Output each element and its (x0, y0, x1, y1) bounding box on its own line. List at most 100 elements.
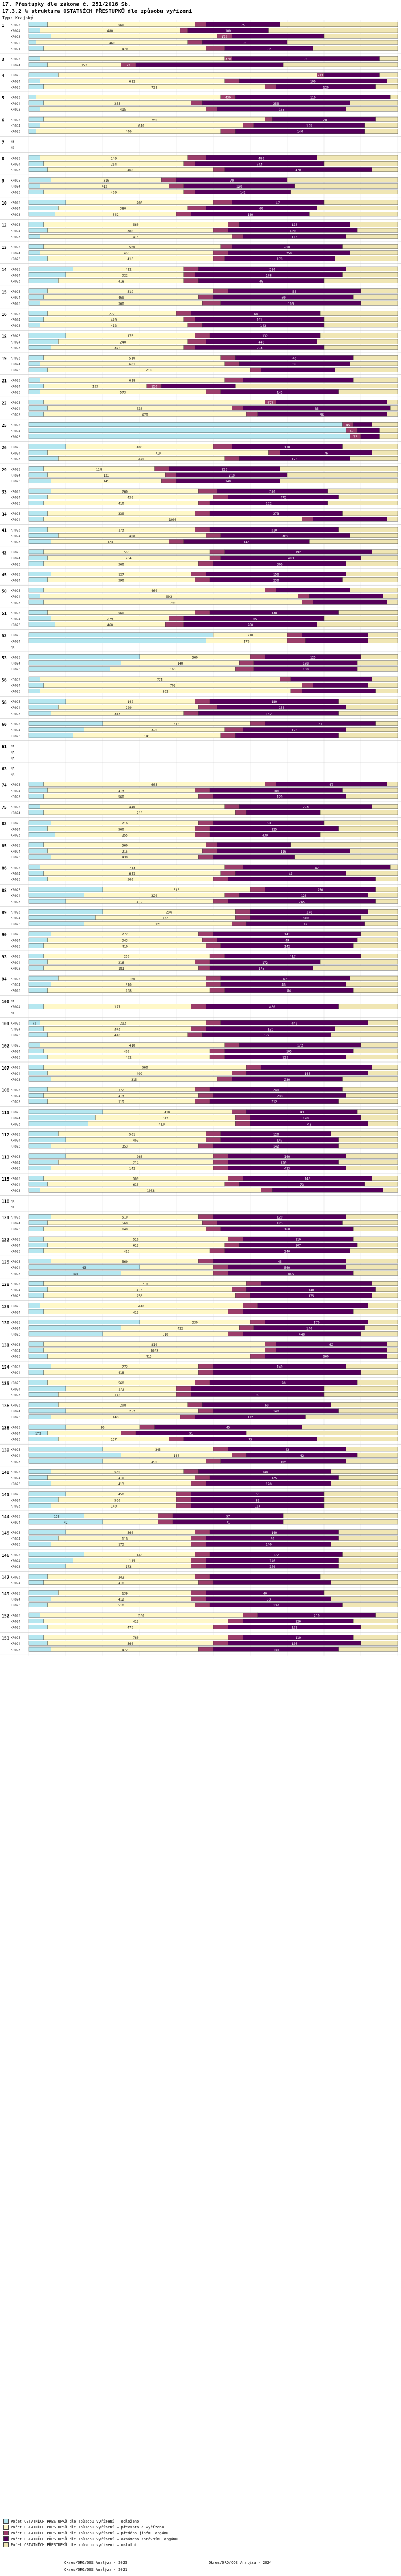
row-year-label: KR025 (11, 24, 20, 27)
bar-segment (198, 1408, 214, 1414)
bar-segment (350, 1248, 398, 1253)
group-label: 22 (2, 401, 7, 405)
row-year-label: KR025 (11, 1531, 20, 1535)
bar-value-label: 178 (277, 257, 283, 261)
bar-segment (28, 1054, 48, 1059)
bar-value-label: 470 (138, 458, 144, 462)
bar-segment (198, 1370, 214, 1375)
bar-value-label: 320 (151, 894, 157, 898)
bar-segment (198, 488, 218, 494)
bar-segment (235, 915, 251, 920)
row-year-label: KR023 (11, 563, 20, 566)
bar-value-label: 380 (127, 229, 133, 233)
bar-segment (28, 200, 66, 205)
bar-segment (357, 666, 398, 672)
bar-value-label: 178 (284, 446, 290, 449)
bar-segment (28, 571, 51, 576)
bar-segment (250, 654, 265, 660)
row-year-label: NA (11, 757, 15, 761)
bar-segment (357, 937, 398, 942)
bar-value-label: 140 (174, 1454, 180, 1458)
row-year-label: KR023 (11, 1482, 20, 1486)
bar-segment (28, 877, 48, 882)
bar-segment (224, 864, 243, 870)
bar-segment (43, 400, 265, 405)
bar-value-label: 412 (118, 1598, 124, 1602)
row-year-label: KR024 (11, 163, 20, 167)
row-year-label: KR021 (11, 48, 20, 51)
bar-segment (335, 256, 398, 261)
row-year-label: KR024 (11, 1289, 20, 1292)
bar-value-label: 560 (142, 1066, 148, 1070)
row-year-label: KR023 (11, 191, 20, 194)
bar-segment (169, 616, 184, 621)
bar-segment (206, 1226, 221, 1231)
bar-value-label: 423 (284, 1167, 290, 1171)
row-year-label: KR024 (11, 496, 20, 500)
bar-segment (28, 787, 48, 793)
bar-segment (235, 810, 247, 815)
bar-value-label: 125 (282, 1056, 288, 1060)
bar-segment (261, 1281, 372, 1286)
bar-value-label: 140 (177, 662, 183, 666)
bar-segment (368, 1020, 398, 1025)
bar-segment (28, 988, 48, 993)
bar-segment (206, 1020, 221, 1025)
row-year-label: KR024 (11, 1095, 20, 1098)
bar-value-label: 390 (118, 579, 124, 583)
group-label: 93 (2, 955, 7, 959)
bar-segment (28, 1491, 66, 1496)
row-year-label: KR024 (11, 1349, 20, 1353)
bar-value-label: 236 (166, 911, 172, 915)
bar-segment (224, 361, 240, 366)
bar-segment (28, 161, 44, 166)
bar-segment (28, 311, 48, 316)
bar-segment (276, 1347, 387, 1353)
bar-segment (346, 266, 398, 271)
bar-segment (28, 1214, 51, 1219)
group-label: 3 (2, 57, 4, 62)
row-year-label: KR025 (11, 201, 20, 205)
bar-segment (213, 854, 295, 860)
bar-segment (331, 1596, 398, 1602)
bar-segment (379, 56, 398, 61)
bar-segment (28, 1309, 44, 1314)
bar-value-label: 510 (133, 1238, 139, 1242)
bar-value-label: 20 (281, 1381, 286, 1385)
bar-segment (28, 527, 48, 532)
bar-value-label: 560 (122, 1222, 128, 1225)
bar-value-label: 240 (273, 1088, 279, 1092)
bar-segment (202, 848, 218, 854)
bar-value-label: 413 (124, 1250, 129, 1254)
bar-segment (390, 864, 398, 870)
bar-segment (28, 28, 40, 33)
group-label: 152 (2, 1614, 10, 1619)
row-year-label: KR024 (11, 1620, 20, 1624)
bar-segment (372, 167, 398, 172)
bar-segment (213, 288, 228, 294)
bar-value-label: 273 (273, 512, 279, 516)
row-year-label: KR025 (11, 656, 20, 660)
row-year-label: KR025 (11, 528, 20, 532)
row-year-label: KR024 (11, 850, 20, 854)
row-year-label: KR024 (11, 811, 20, 815)
bar-value-label: 460 (137, 201, 143, 205)
bar-value-label: 560 (192, 656, 198, 660)
group-label: 107 (2, 1066, 10, 1071)
bar-segment (243, 377, 354, 383)
bar-value-label: 216 (118, 961, 124, 965)
row-year-label: KR024 (11, 102, 20, 106)
bar-segment (28, 1364, 51, 1369)
bar-segment (28, 222, 44, 227)
bar-segment (28, 56, 40, 61)
bar-segment (213, 1165, 228, 1170)
row-year-label: KR022 (11, 41, 20, 45)
bar-value-label: 140 (137, 1554, 143, 1557)
bar-segment (28, 1065, 44, 1070)
bar-segment (232, 1071, 247, 1076)
group-label: 136 (2, 1403, 10, 1408)
bar-value-label: 125 (306, 124, 312, 128)
bar-segment (323, 1503, 398, 1508)
bar-value-label: 170 (244, 639, 250, 643)
bar-segment (28, 517, 44, 522)
